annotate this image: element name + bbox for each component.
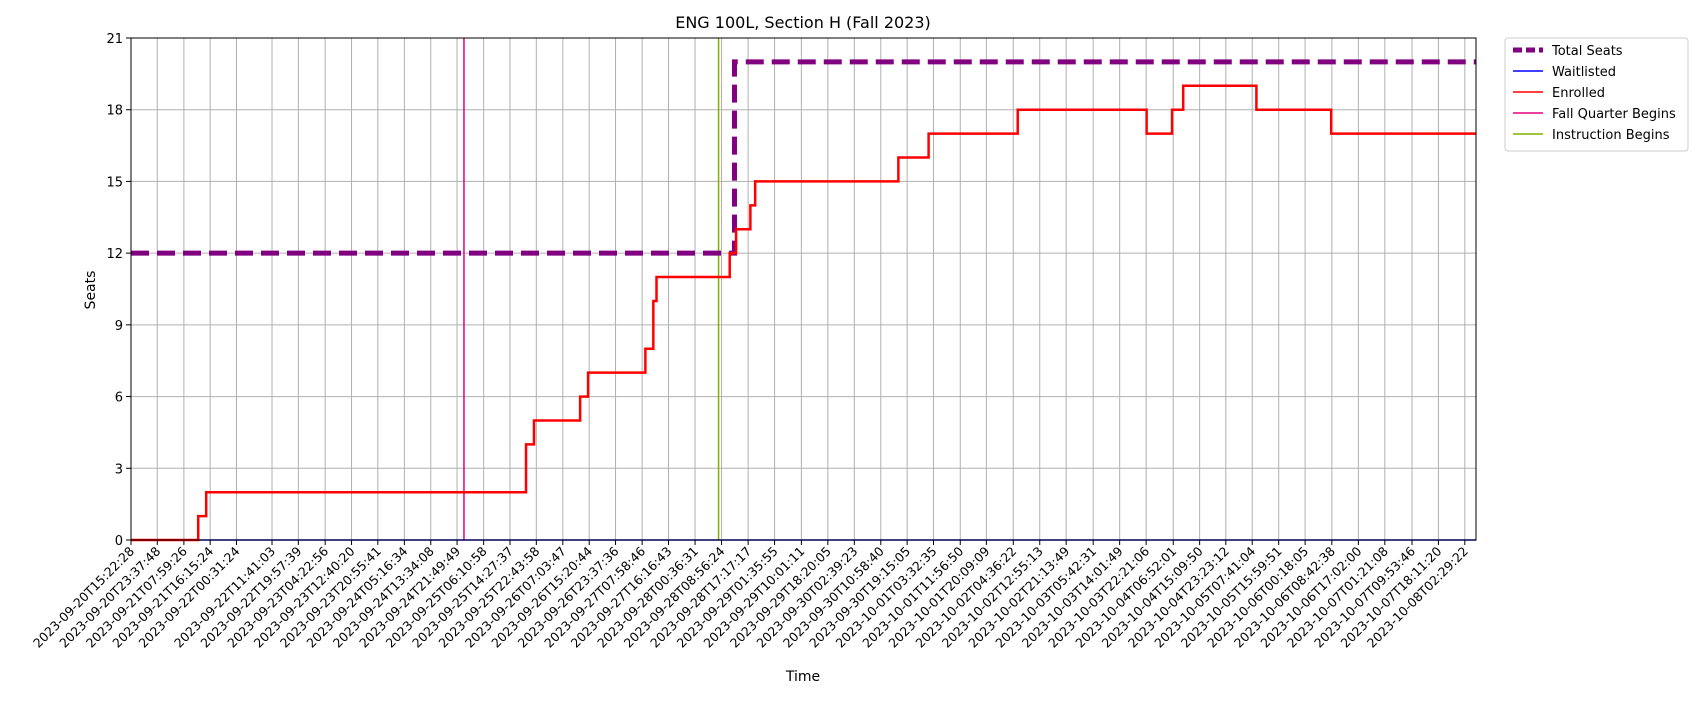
plot-frame [130,37,1477,541]
y-tick-label: 3 [115,462,123,477]
legend-label: Instruction Begins [1552,128,1670,143]
y-tick-label: 9 [115,319,123,334]
y-tick-label: 0 [115,534,123,549]
legend-label: Waitlisted [1552,65,1616,80]
x-axis-ticks: 2023-09-20T15:22:282023-09-20T23:37:4820… [30,540,1471,651]
y-axis-ticks: 0 3 6 9 12 15 18 21 [106,32,131,549]
grid [130,37,1476,541]
chart-title: ENG 100L, Section H (Fall 2023) [675,13,931,32]
event-lines [463,38,720,540]
legend-label: Enrolled [1552,86,1605,101]
y-tick-label: 18 [106,104,123,119]
y-tick-label: 21 [106,32,123,47]
x-axis-label: Time [785,669,820,685]
y-tick-label: 15 [106,175,123,190]
legend-label: Total Seats [1551,44,1623,59]
series-total-seats-line [131,59,1476,256]
legend: Total Seats Waitlisted Enrolled Fall Quarte… [1504,37,1689,152]
y-tick-label: 12 [106,247,123,262]
series-enrolled-line [131,84,1476,542]
y-axis-label: Seats [83,271,99,310]
y-tick-label: 6 [115,391,123,406]
legend-label: Fall Quarter Begins [1552,107,1676,122]
legend-box [1504,37,1689,152]
